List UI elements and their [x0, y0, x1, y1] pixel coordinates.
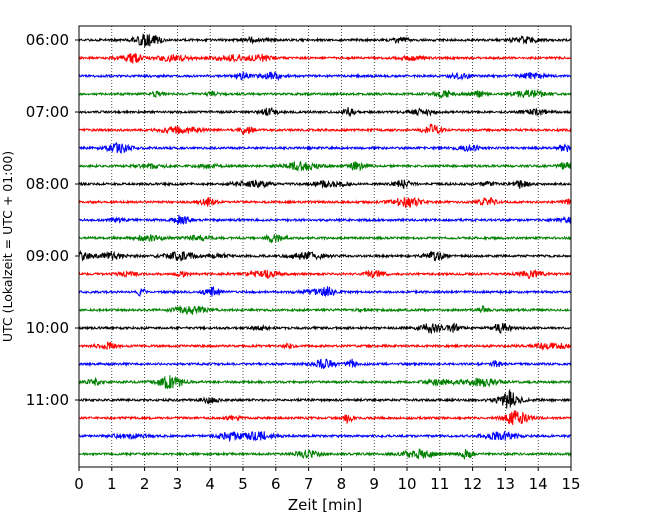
y-tick-label: 11:00 [26, 391, 69, 409]
x-tick-label: 0 [74, 475, 84, 493]
y-tick-label: 06:00 [26, 31, 69, 49]
x-tick-label: 12 [463, 475, 482, 493]
x-tick-label: 6 [271, 475, 281, 493]
trace-line [78, 160, 572, 172]
x-axis-ticks: 0 1 2 3 4 5 6 7 8 9 10 11 12 13 14 15 [74, 467, 581, 493]
trace-line [78, 304, 572, 316]
trace-line [78, 196, 572, 209]
trace-line [78, 249, 572, 262]
seismic-traces [78, 33, 572, 461]
y-axis-label: UTC (Lokalzeit = UTC + 01:00) [0, 151, 15, 342]
trace-line [78, 123, 572, 136]
x-tick-label: 2 [140, 475, 150, 493]
trace-line [78, 269, 572, 280]
trace-line [78, 106, 572, 117]
trace-line [78, 214, 572, 225]
x-tick-label: 3 [173, 475, 183, 493]
y-tick-label: 09:00 [26, 247, 69, 265]
trace-line [78, 89, 572, 99]
trace-line [78, 388, 572, 409]
plot-frame [78, 25, 572, 468]
x-tick-label: 1 [107, 475, 117, 493]
x-tick-label: 13 [496, 475, 515, 493]
x-tick-label: 7 [304, 475, 314, 493]
x-tick-label: 10 [397, 475, 416, 493]
trace-line [78, 70, 572, 82]
y-tick-label: 08:00 [26, 175, 69, 193]
trace-line [78, 33, 572, 48]
x-tick-label: 11 [430, 475, 449, 493]
trace-line [78, 341, 572, 352]
x-tick-label: 14 [529, 475, 548, 493]
x-tick-label: 8 [337, 475, 347, 493]
trace-line [78, 233, 572, 244]
x-tick-label: 4 [205, 475, 215, 493]
trace-line [78, 448, 572, 461]
trace-line [78, 179, 572, 189]
x-tick-label: 15 [561, 475, 580, 493]
y-axis-ticks: 06:00 07:00 08:00 09:00 10:00 11:00 [26, 31, 79, 409]
y-tick-label: 07:00 [26, 103, 69, 121]
trace-line [78, 409, 572, 425]
x-tick-label: 5 [238, 475, 248, 493]
trace-line [78, 429, 572, 443]
trace-line [78, 375, 572, 389]
x-tick-label: 9 [369, 475, 379, 493]
trace-line [78, 142, 572, 154]
trace-line [78, 322, 572, 335]
y-tick-label: 10:00 [26, 319, 69, 337]
trace-line [78, 53, 572, 64]
trace-line [78, 358, 572, 369]
x-axis-label: Zeit [min] [288, 496, 362, 514]
trace-line [78, 285, 572, 298]
